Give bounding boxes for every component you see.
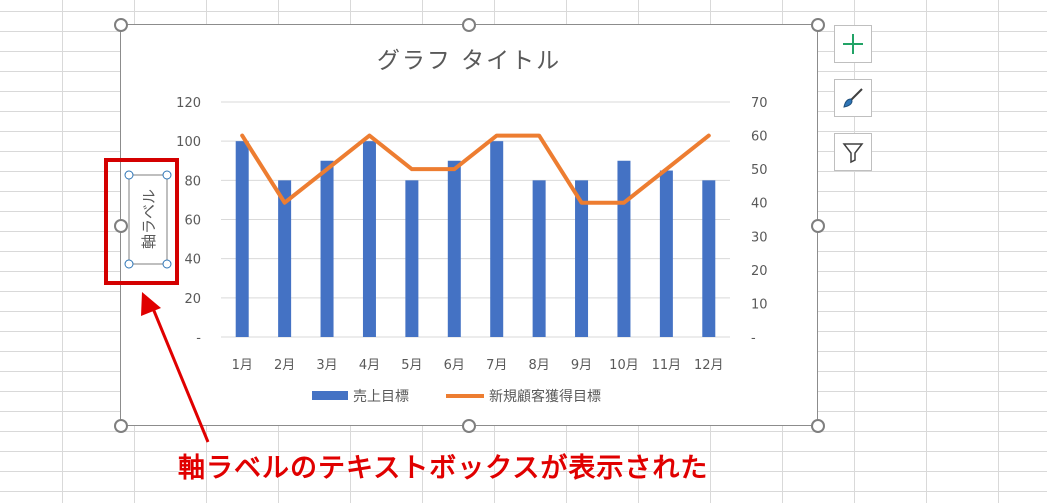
resize-handle[interactable]: [811, 419, 825, 433]
textbox-handle[interactable]: [162, 259, 172, 269]
textbox-handle[interactable]: [162, 170, 172, 180]
chart-title[interactable]: グラフ タイトル: [377, 48, 561, 74]
resize-handle[interactable]: [462, 419, 476, 433]
callout-text: 軸ラベルのテキストボックスが表示された: [178, 453, 709, 484]
plus-icon: [843, 34, 863, 54]
chart-elements-button[interactable]: [834, 25, 872, 63]
y-right-tick-label: 10: [751, 297, 768, 312]
x-tick-label: 1月: [232, 358, 253, 373]
legend-label-customers: 新規顧客獲得目標: [489, 388, 601, 405]
chart-resize-handles[interactable]: [114, 18, 825, 433]
line-new-customers[interactable]: [240, 133, 711, 205]
x-tick-label: 5月: [401, 358, 422, 373]
bar-sales[interactable]: [235, 141, 249, 337]
legend-swatch-sales: [312, 391, 348, 400]
x-tick-label: 11月: [652, 358, 682, 373]
x-tick-label: 8月: [528, 358, 549, 373]
bar-sales[interactable]: [405, 180, 419, 337]
x-tick-label: 3月: [316, 358, 337, 373]
x-tick-label: 12月: [694, 358, 724, 373]
y-right-tick-label: 20: [751, 264, 768, 279]
x-tick-label: 2月: [274, 358, 295, 373]
y-right-tick-label: -: [751, 331, 756, 346]
chart-styles-button[interactable]: [834, 79, 872, 117]
resize-handle[interactable]: [114, 18, 128, 32]
bar-sales[interactable]: [278, 180, 292, 337]
chart-filters-button[interactable]: [834, 133, 872, 171]
x-tick-label: 10月: [609, 358, 639, 373]
resize-handle[interactable]: [811, 18, 825, 32]
y-right-tick-label: 60: [751, 130, 768, 145]
y-left-tick-label: 20: [184, 292, 201, 307]
x-tick-label: 6月: [444, 358, 465, 373]
legend-label-sales: 売上目標: [353, 389, 409, 405]
y-right-tick-label: 30: [751, 230, 768, 245]
axis-label-textbox[interactable]: 軸ラベル: [124, 170, 172, 269]
resize-handle[interactable]: [811, 219, 825, 233]
axis-label-text: 軸ラベル: [140, 189, 158, 249]
x-tick-label: 7月: [486, 358, 507, 373]
callout-arrow: [141, 292, 210, 443]
y-left-tick-label: 120: [176, 96, 201, 111]
brush-icon: [843, 88, 863, 108]
textbox-handle[interactable]: [124, 259, 134, 269]
bar-sales[interactable]: [362, 141, 376, 337]
x-tick-label: 9月: [571, 358, 592, 373]
bar-sales[interactable]: [617, 160, 631, 337]
y-right-tick-label: 70: [751, 96, 768, 111]
bar-sales[interactable]: [447, 160, 461, 337]
y-left-tick-label: 60: [184, 214, 201, 229]
textbox-handle[interactable]: [124, 170, 134, 180]
y-left-tick-label: -: [196, 331, 201, 346]
bar-sales[interactable]: [490, 141, 504, 337]
resize-handle[interactable]: [114, 419, 128, 433]
bar-sales[interactable]: [320, 160, 334, 337]
y-left-tick-label: 80: [184, 174, 201, 189]
y-left-tick-label: 100: [176, 135, 201, 150]
bar-sales[interactable]: [575, 180, 589, 337]
highlight-box: [104, 158, 179, 285]
bar-sales[interactable]: [702, 180, 716, 337]
y-right-tick-label: 40: [751, 197, 768, 212]
legend[interactable]: 売上目標 新規顧客獲得目標: [312, 388, 601, 405]
y-left-tick-label: 40: [184, 253, 201, 268]
resize-handle[interactable]: [114, 219, 128, 233]
bar-sales[interactable]: [659, 170, 673, 337]
x-tick-label: 4月: [359, 358, 380, 373]
bar-sales[interactable]: [532, 180, 546, 337]
resize-handle[interactable]: [462, 18, 476, 32]
filter-icon: [842, 143, 864, 164]
y-right-tick-label: 50: [751, 163, 768, 178]
